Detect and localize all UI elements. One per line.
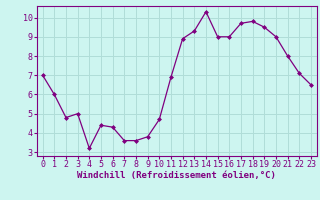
X-axis label: Windchill (Refroidissement éolien,°C): Windchill (Refroidissement éolien,°C) [77,171,276,180]
